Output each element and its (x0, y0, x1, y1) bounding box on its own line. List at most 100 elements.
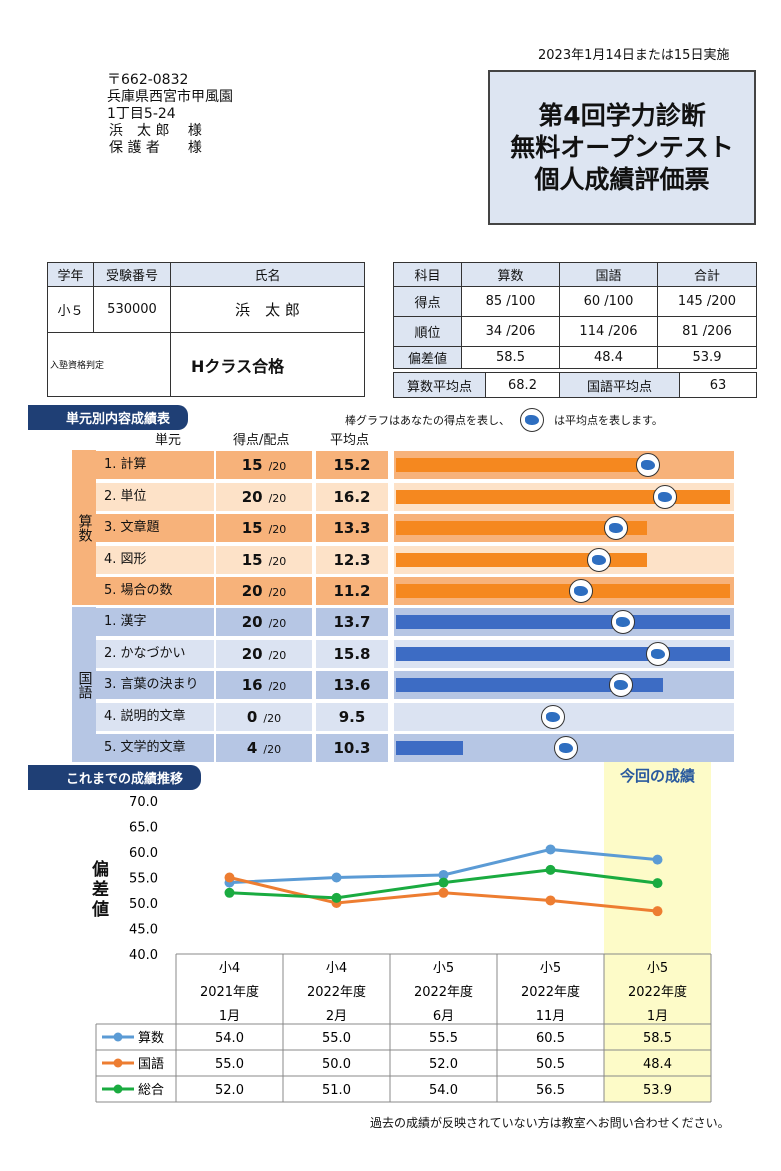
unit-row: 5. 文学的文章 4/20 10.3 (96, 734, 734, 762)
unit-name: 2. かなづかい (96, 639, 214, 668)
average-marker-icon (610, 610, 635, 634)
x-category-label: 2022年度 (521, 984, 580, 1000)
row-label-rank: 順位 (393, 316, 462, 347)
unit-name: 3. 言葉の決まり (96, 671, 214, 699)
data-value-label: 60.5 (536, 1031, 565, 1046)
x-category-label: 小4 (326, 961, 347, 976)
header-score: 得点/配点 (233, 433, 290, 448)
scores-table: 科目 算数 国語 合計 得点 85 /100 60 /100 145 /200 … (393, 262, 757, 369)
unit-score-value: 20 (241, 582, 263, 600)
math-side-label: 算数 (72, 450, 96, 605)
legend-name: 国語 (138, 1056, 164, 1072)
note-text-2: は平均点を表します。 (554, 414, 663, 427)
series-point (224, 887, 235, 898)
unit-score-max: /20 (268, 491, 287, 505)
math-average: 68.2 (485, 372, 560, 398)
unit-row: 3. 文章題 15/20 13.3 (96, 514, 734, 542)
qualification-label: 入塾資格判定 (50, 361, 105, 371)
unit-score: 0/20 (216, 702, 312, 731)
data-value-label: 54.0 (215, 1031, 244, 1046)
series-point (331, 872, 342, 883)
series-point (652, 906, 663, 917)
y-tick-label: 50.0 (129, 897, 158, 912)
unit-name: 1. 計算 (96, 451, 214, 479)
data-value-label: 50.5 (536, 1057, 565, 1072)
japanese-average: 63 (679, 372, 757, 398)
series-point (438, 877, 449, 888)
unit-average: 9.5 (316, 702, 388, 731)
unit-score-value: 15 (241, 519, 263, 537)
math-deviation: 58.5 (461, 346, 560, 369)
student-info-table: 学年 受験番号 氏名 小５ 530000 浜 太 郎 入塾資格判定 Hクラス合格 (47, 262, 365, 397)
legend-name: 総合 (138, 1083, 164, 1098)
japanese-average-label: 国語平均点 (559, 372, 680, 398)
unit-score-max: /20 (268, 460, 287, 473)
unit-average: 15.8 (316, 639, 388, 668)
japanese-side-label: 国語 (72, 607, 96, 762)
x-category-label: 2022年度 (414, 984, 473, 1000)
data-value-label: 56.5 (536, 1083, 565, 1098)
japanese-deviation: 48.4 (559, 346, 658, 369)
data-value-label: 53.9 (643, 1083, 672, 1098)
series-point (652, 854, 663, 865)
series-point (438, 887, 449, 898)
series-point (545, 864, 556, 875)
unit-score-max: /20 (268, 680, 287, 693)
unit-section-title: 単元別内容成績表 (28, 405, 189, 430)
unit-row: 2. 単位 20/20 16.2 (96, 482, 734, 511)
guardian-name: 保 護 者 様 (109, 140, 202, 156)
history-section-title: これまでの成績推移 (28, 765, 202, 790)
score-bar (396, 489, 730, 504)
header-unit: 単元 (155, 433, 182, 448)
header-total: 合計 (657, 262, 757, 287)
average-marker-icon (635, 453, 660, 477)
unit-row: 1. 漢字 20/20 13.7 (96, 608, 734, 636)
unit-row: 3. 言葉の決まり 16/20 13.6 (96, 671, 734, 699)
data-value-label: 54.0 (429, 1083, 458, 1098)
data-value-label: 51.0 (322, 1083, 351, 1098)
unit-score-value: 20 (241, 487, 263, 506)
average-table: 算数平均点 68.2 国語平均点 63 (393, 372, 757, 398)
header-average: 平均点 (330, 433, 370, 448)
y-tick-label: 60.0 (129, 846, 158, 861)
unit-row: 4. 説明的文章 0/20 9.5 (96, 702, 734, 731)
unit-score-max: /20 (268, 648, 287, 662)
header-exam-number: 受験番号 (93, 262, 171, 287)
legend-marker (113, 1084, 123, 1094)
japanese-score: 60 /100 (559, 286, 658, 317)
score-bar (396, 521, 647, 535)
student-name: 浜 太 郎 (170, 286, 365, 333)
unit-average: 13.6 (316, 671, 388, 699)
unit-score: 15/20 (216, 451, 312, 479)
average-marker-icon (604, 516, 629, 540)
unit-score-max: /20 (263, 711, 282, 725)
data-value-label: 55.0 (322, 1031, 351, 1046)
y-tick-label: 55.0 (129, 872, 158, 887)
data-value-label: 52.0 (429, 1057, 458, 1072)
data-value-label: 50.0 (322, 1057, 351, 1072)
unit-score: 15/20 (216, 514, 312, 542)
exam-date: 2023年1月14日または15日実施 (538, 48, 730, 63)
series-point (545, 844, 556, 855)
bar-legend-note: 棒グラフはあなたの得点を表し、 は平均点を表します。 (345, 408, 663, 432)
series-point (545, 895, 556, 906)
student-grade: 小５ (47, 286, 94, 333)
japanese-rank: 114 /206 (559, 316, 658, 347)
unit-score-max: /20 (268, 586, 287, 599)
qualification-result: Hクラス合格 (170, 332, 365, 397)
unit-score-value: 4 (246, 739, 258, 757)
address-line-2: 1丁目5-24 (107, 106, 176, 122)
unit-score: 16/20 (216, 671, 312, 699)
unit-name: 4. 説明的文章 (96, 702, 214, 731)
header-subject: 科目 (393, 262, 462, 287)
x-category-label: 11月 (536, 1009, 566, 1024)
address-line-1: 兵庫県西宮市甲風園 (107, 89, 233, 105)
y-tick-label: 65.0 (129, 821, 158, 836)
score-bar (396, 678, 664, 692)
unit-average: 11.2 (316, 577, 388, 605)
y-tick-label: 70.0 (129, 795, 158, 810)
score-bar (396, 552, 647, 567)
math-score: 85 /100 (461, 286, 560, 317)
total-score: 145 /200 (657, 286, 757, 317)
x-category-label: 小5 (433, 961, 454, 976)
